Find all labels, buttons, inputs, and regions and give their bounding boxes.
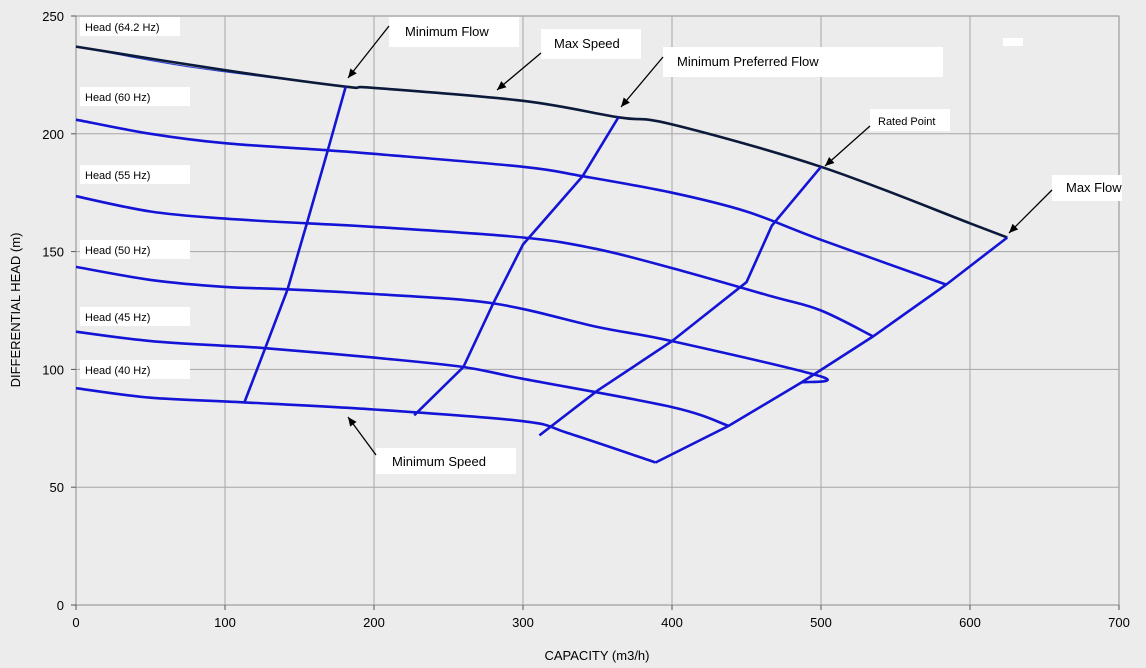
callout-box (1052, 175, 1122, 201)
legend-marker (1003, 38, 1023, 46)
x-tick-label: 400 (661, 615, 683, 630)
y-tick-label: 100 (42, 362, 64, 377)
callout-arrow-head (621, 97, 630, 107)
x-tick-label: 600 (959, 615, 981, 630)
label-box (80, 87, 190, 106)
speed-curve-label: Head (45 Hz) (80, 307, 190, 326)
x-axis-title: CAPACITY (m3/h) (545, 648, 650, 663)
callout-text: Minimum Preferred Flow (677, 54, 819, 69)
callout-text: Minimum Speed (392, 454, 486, 469)
callout-box (376, 448, 516, 474)
callout-box (541, 29, 641, 59)
callout-text: Minimum Flow (405, 24, 489, 39)
x-tick-label: 500 (810, 615, 832, 630)
y-tick-label: 50 (50, 480, 64, 495)
label-box (80, 17, 180, 36)
speed-curve-label: Head (40 Hz) (80, 360, 190, 379)
x-tick-label: 0 (72, 615, 79, 630)
callout-box (870, 109, 950, 131)
max-speed-callout: Max Speed (496, 29, 641, 91)
label-box (80, 240, 190, 259)
speed-curve-50hz (75, 265, 829, 384)
annotations-layer: Head (64.2 Hz) Head (60 Hz) Head (55 Hz) He… (80, 17, 1122, 474)
callout-arrow-head (348, 68, 357, 78)
x-tick-label: 100 (214, 615, 236, 630)
x-tick-label: 300 (512, 615, 534, 630)
min-speed-callout: Minimum Speed (347, 416, 516, 474)
speed-curve-label: Head (60 Hz) (80, 87, 190, 106)
callout-arrow-head (1009, 223, 1019, 233)
callout-arrow-line (620, 56, 664, 108)
curves-layer (75, 45, 1009, 464)
speed-curve-label-text: Head (60 Hz) (85, 92, 150, 104)
speed-curve-label-text: Head (64.2 Hz) (85, 22, 160, 34)
min-flow-callout: Minimum Flow (347, 17, 519, 79)
speed-curve-label-text: Head (50 Hz) (85, 245, 150, 257)
callout-arrow-line (824, 125, 871, 167)
callout-text: Max Flow (1066, 180, 1122, 195)
rated-flow-line (538, 165, 822, 437)
speed-curve-64.2hz (75, 45, 1008, 239)
speed-curve-label: Head (50 Hz) (80, 240, 190, 259)
callout-text: Rated Point (878, 116, 935, 128)
speed-curve-label-text: Head (40 Hz) (85, 365, 150, 377)
speed-curve-label-text: Head (55 Hz) (85, 170, 150, 182)
tick-labels: 0 100 200 300 400 500 600 700 0 50 100 150 200 250 (42, 9, 1130, 630)
callout-text: Max Speed (554, 36, 620, 51)
rated-point-callout: Rated Point (824, 109, 950, 167)
speed-curve-label-text: Head (45 Hz) (85, 312, 150, 324)
min-preferred-flow-line (413, 116, 620, 417)
callout-box (663, 47, 943, 77)
y-tick-label: 150 (42, 245, 64, 260)
callout-arrow-line (496, 52, 542, 91)
callout-arrow-head (497, 81, 507, 90)
callout-box (389, 17, 519, 47)
label-box (80, 360, 190, 379)
y-axis-title: DIFFERENTIAL HEAD (m) (8, 233, 23, 388)
speed-curve-label: Head (55 Hz) (80, 165, 190, 184)
y-tick-label: 0 (57, 598, 64, 613)
grid-lines (71, 15, 1120, 610)
callout-arrow-head (348, 417, 357, 427)
speed-curve-45hz (75, 330, 730, 428)
speed-curve-label: Head (64.2 Hz) (80, 17, 180, 36)
speed-curve-40hz (75, 386, 657, 464)
callout-arrow-head (825, 157, 835, 166)
max-flow-callout: Max Flow (1008, 175, 1122, 234)
speed-curve-60hz (75, 118, 947, 286)
plot-frame (75, 15, 1120, 606)
x-tick-label: 700 (1108, 615, 1130, 630)
y-tick-label: 250 (42, 9, 64, 24)
x-tick-label: 200 (363, 615, 385, 630)
min-pref-flow-callout: Minimum Preferred Flow (620, 47, 943, 108)
callout-arrow-line (347, 25, 390, 79)
callout-arrow-line (1008, 189, 1053, 234)
label-box (80, 165, 190, 184)
y-tick-label: 200 (42, 127, 64, 142)
min-flow-line (243, 86, 347, 403)
label-box (80, 307, 190, 326)
speed-curve-55hz (75, 194, 874, 338)
max-flow-line (655, 236, 1009, 464)
